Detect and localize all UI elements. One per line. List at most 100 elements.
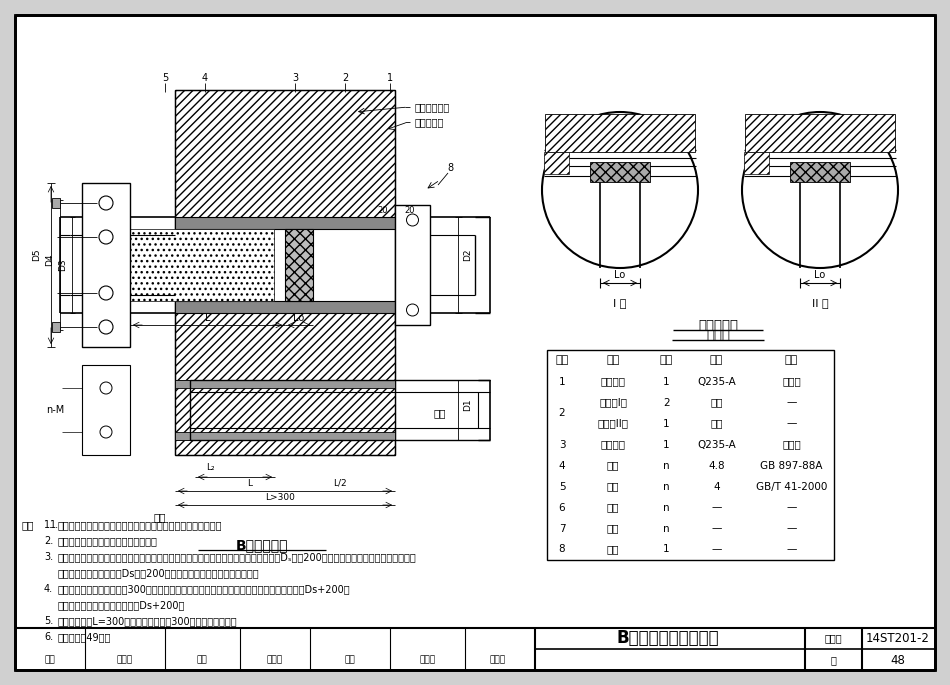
- Bar: [175, 90, 395, 455]
- Text: L/2: L/2: [333, 479, 347, 488]
- Text: 密封圈I型: 密封圈I型: [599, 397, 627, 408]
- Bar: [790, 162, 850, 182]
- Text: n: n: [663, 523, 670, 534]
- Text: 覃立国: 覃立国: [420, 656, 436, 664]
- Text: 密封圈结构: 密封圈结构: [698, 319, 738, 332]
- Text: 序号: 序号: [556, 356, 569, 366]
- Text: 张先群: 张先群: [117, 656, 133, 664]
- Text: 1: 1: [663, 545, 670, 554]
- Text: 3.: 3.: [44, 552, 53, 562]
- Text: D4: D4: [46, 253, 54, 266]
- Bar: [544, 152, 569, 174]
- Text: D3: D3: [59, 259, 67, 271]
- Text: L>300: L>300: [265, 493, 294, 501]
- Text: 锂管: 锂管: [607, 545, 619, 554]
- Bar: [175, 380, 395, 388]
- Text: 橡胶: 橡胶: [711, 397, 723, 408]
- Text: 外墙: 外墙: [434, 408, 446, 418]
- Text: n-M: n-M: [46, 405, 65, 415]
- Text: —: —: [787, 545, 797, 554]
- Text: B型柔性防水套管安装: B型柔性防水套管安装: [617, 629, 719, 647]
- Text: 1.: 1.: [50, 520, 59, 530]
- Text: 8: 8: [446, 163, 453, 173]
- Text: 2: 2: [663, 397, 670, 408]
- Text: 6.: 6.: [44, 632, 53, 642]
- Text: D2: D2: [464, 249, 472, 261]
- Bar: [175, 301, 395, 313]
- Circle shape: [407, 214, 419, 226]
- Text: 14ST201-2: 14ST201-2: [866, 632, 930, 645]
- Circle shape: [99, 286, 113, 300]
- Text: 数量: 数量: [660, 356, 674, 366]
- Text: 材料表: 材料表: [706, 329, 730, 342]
- Text: 柔性填缝材料: 柔性填缝材料: [415, 102, 450, 112]
- Text: 平垫: 平垫: [607, 523, 619, 534]
- Text: 联杆: 联杆: [607, 460, 619, 471]
- Circle shape: [100, 426, 112, 438]
- Bar: [175, 432, 395, 440]
- Text: Lo: Lo: [294, 313, 305, 323]
- Text: —: —: [712, 523, 722, 534]
- Text: Lo: Lo: [814, 270, 826, 280]
- Text: 4.: 4.: [44, 584, 53, 594]
- Text: 8: 8: [559, 545, 565, 554]
- Text: 1: 1: [387, 73, 393, 83]
- Text: 设计: 设计: [345, 656, 355, 664]
- Text: 柔性填料材料：氥青麻丝、聚苯乙烯板、聚氮乙烯泡沽塑料板。: 柔性填料材料：氥青麻丝、聚苯乙烯板、聚氮乙烯泡沽塑料板。: [58, 520, 222, 530]
- Text: 5: 5: [559, 482, 565, 492]
- Text: —: —: [712, 503, 722, 512]
- Text: 联婺: 联婺: [607, 482, 619, 492]
- Text: I 型: I 型: [614, 298, 627, 308]
- Text: 5: 5: [162, 73, 168, 83]
- Bar: [590, 162, 650, 182]
- Text: 2: 2: [342, 73, 348, 83]
- Text: 密封圈II型: 密封圈II型: [598, 419, 629, 429]
- Bar: [52, 322, 60, 332]
- Text: 尺寸表见第49页。: 尺寸表见第49页。: [58, 632, 111, 642]
- Text: n: n: [663, 482, 670, 492]
- Text: 校对: 校对: [197, 656, 207, 664]
- Text: 20: 20: [378, 206, 389, 214]
- Bar: [285, 229, 313, 301]
- Bar: [82, 365, 130, 455]
- Text: 5.: 5.: [44, 616, 53, 626]
- Text: GB/T 41-2000: GB/T 41-2000: [756, 482, 827, 492]
- Text: GB 897-88A: GB 897-88A: [760, 460, 823, 471]
- Text: L: L: [248, 479, 253, 488]
- Text: 名称: 名称: [606, 356, 619, 366]
- Bar: [175, 217, 395, 313]
- Bar: [82, 183, 130, 347]
- Text: 套管的重量以L=300计算，如墙厚大于300时，应另行计算。: 套管的重量以L=300计算，如墙厚大于300时，应另行计算。: [58, 616, 238, 626]
- Text: 4: 4: [559, 460, 565, 471]
- Bar: [745, 114, 895, 152]
- Text: 7: 7: [559, 523, 565, 534]
- Text: Q235-A: Q235-A: [697, 377, 736, 386]
- Text: 套管穿墙处如遇非混凝土墙壁时，应局部改用混凝土墙壁，其浇注范围应比筒环直径（Dₛ）大200，而且必须将套管一次浇固于墙内。: 套管穿墙处如遇非混凝土墙壁时，应局部改用混凝土墙壁，其浇注范围应比筒环直径（Dₛ…: [58, 552, 417, 562]
- Text: 1: 1: [663, 419, 670, 429]
- Text: 6: 6: [559, 503, 565, 512]
- Text: 4.8: 4.8: [708, 460, 725, 471]
- Text: 2: 2: [559, 408, 565, 418]
- Text: 1: 1: [559, 377, 565, 386]
- Circle shape: [407, 304, 419, 316]
- Text: —: —: [787, 503, 797, 512]
- Bar: [52, 198, 60, 208]
- Text: 穿管处混凝土墙厚应不小于300，否则应使墙壁一边加厚或两边加厚，加厚部分的直径至少为Ds+200。: 穿管处混凝土墙厚应不小于300，否则应使墙壁一边加厚或两边加厚，加厚部分的直径至…: [58, 584, 351, 594]
- Bar: [547, 350, 834, 560]
- Text: 页: 页: [830, 655, 836, 665]
- Text: 注：: 注：: [22, 520, 34, 530]
- Text: 材料: 材料: [710, 356, 723, 366]
- Text: 1: 1: [663, 377, 670, 386]
- Bar: [175, 380, 395, 440]
- Text: 赵标顺: 赵标顺: [267, 656, 283, 664]
- Text: 浇注范围应比翼环直径（Ds）大200，而且必须将套管一次浇固于墙内。: 浇注范围应比翼环直径（Ds）大200，而且必须将套管一次浇固于墙内。: [58, 568, 259, 578]
- Text: 内侧: 内侧: [154, 512, 166, 522]
- Text: —: —: [787, 523, 797, 534]
- Text: 备注: 备注: [785, 356, 798, 366]
- Text: Q235-A: Q235-A: [697, 440, 736, 449]
- Bar: [545, 114, 695, 152]
- Text: 1.: 1.: [44, 520, 53, 530]
- Bar: [175, 217, 395, 229]
- Circle shape: [99, 320, 113, 334]
- Circle shape: [99, 230, 113, 244]
